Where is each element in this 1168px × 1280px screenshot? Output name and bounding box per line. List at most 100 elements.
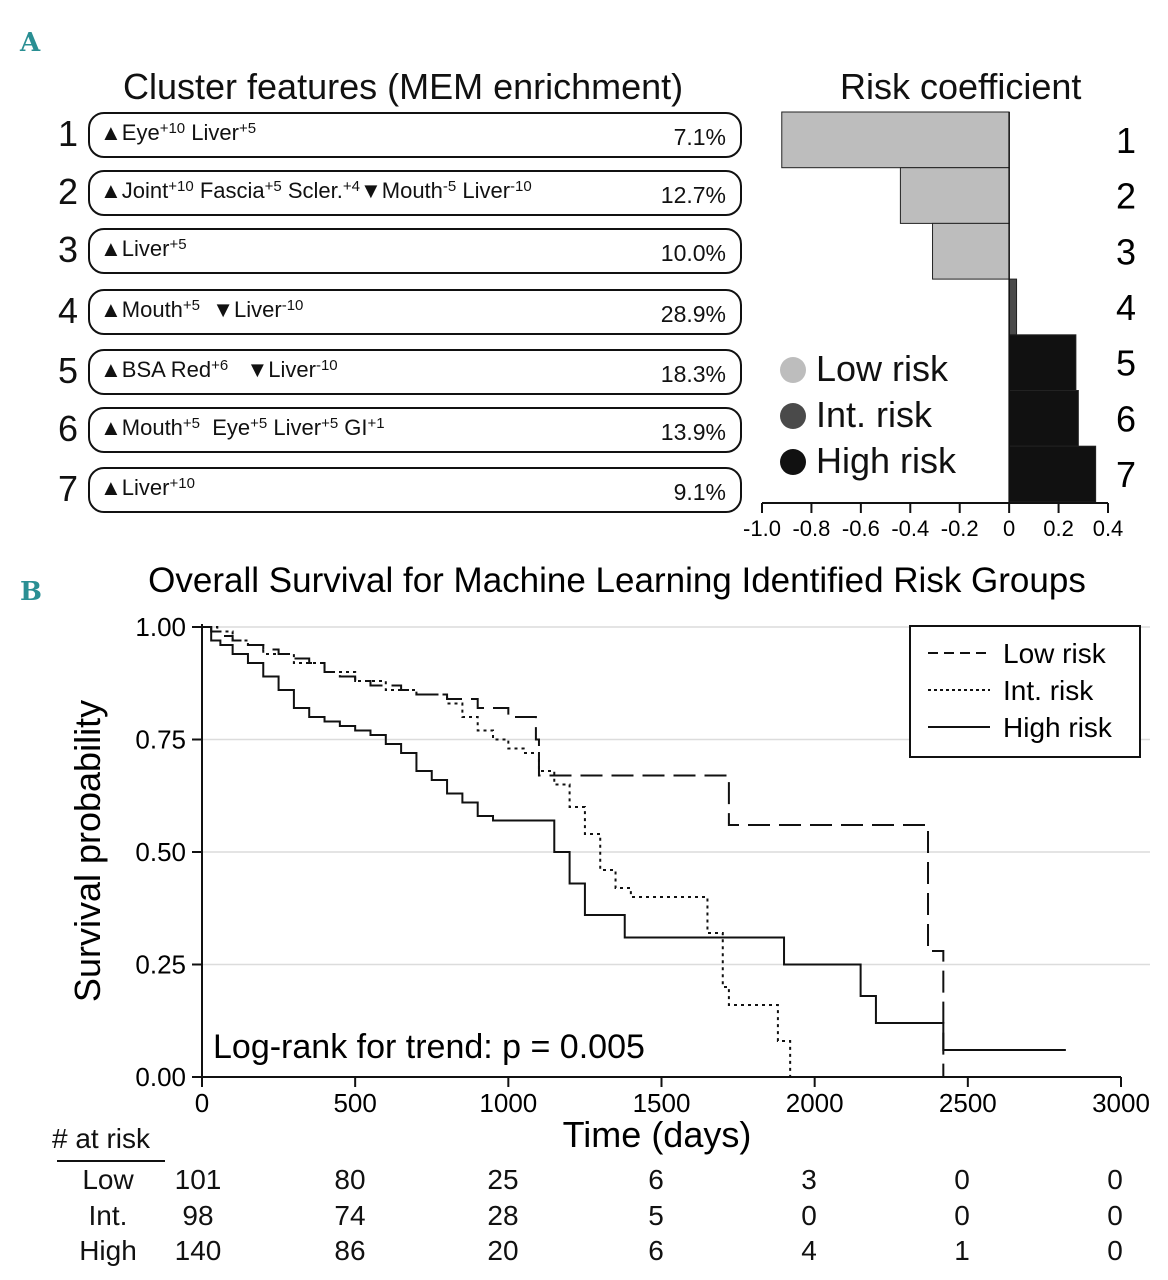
risk-category-label: 1 [1116, 120, 1136, 161]
feature-label: Liver [456, 178, 511, 203]
risk-table-cell: 3 [801, 1164, 817, 1195]
cluster-percentage: 9.1% [673, 479, 726, 505]
y-tick-label: 0.00 [135, 1062, 186, 1092]
risk-table-cell: 140 [174, 1235, 222, 1266]
legend-label: Low risk [816, 348, 949, 389]
risk-table-cell: 0 [954, 1200, 970, 1231]
survival-chart: Overall Survival for Machine Learning Id… [67, 561, 1150, 1155]
risk-bar [1008, 390, 1079, 447]
risk-coefficient-bar-chart: -1.0 -0.8 -0.6 -0.4 -0.2 0 0.2 0.4 1 2 3 4 5 6 7 [743, 111, 1136, 541]
risk-table-cell: 6 [648, 1235, 664, 1266]
legend-item: Low risk [780, 348, 948, 390]
cluster-feature-box: ▲Liver+5 10.0% [88, 228, 742, 274]
risk-table-cell: 101 [174, 1164, 222, 1195]
feature-enrichment-score: -5 [442, 178, 457, 195]
feature-enrichment-score: +5 [250, 415, 268, 432]
risk-x-tick-label: -0.4 [891, 516, 929, 541]
cluster-feature-box: ▲Mouth+5 Eye+5 Liver+5 GI+1 13.9% [88, 407, 742, 453]
risk-category-label: 3 [1116, 231, 1136, 272]
feature-enrichment-score: -10 [281, 297, 304, 314]
survival-curve-low-risk [202, 626, 945, 1077]
feature-label: ▲Liver [100, 236, 170, 261]
feature-enrichment-score: -10 [510, 178, 532, 195]
risk-table-cell: 4 [801, 1235, 817, 1266]
feature-label: Fascia [193, 178, 265, 203]
risk-category-label: 4 [1116, 287, 1136, 328]
risk-table-cell: 0 [801, 1200, 817, 1231]
y-tick-label: 0.75 [135, 725, 186, 755]
risk-category-label: 6 [1116, 398, 1136, 439]
feature-enrichment-score: +5 [182, 415, 201, 432]
cluster-feature-text: ▲Mouth+5 ▼Liver-10 [100, 297, 303, 323]
cluster-percentage: 28.9% [660, 301, 726, 327]
legend-item: High risk [780, 440, 956, 482]
legend-dot-icon [780, 449, 806, 475]
feature-label: ▲BSA Red [100, 357, 212, 382]
feature-enrichment-score: +10 [168, 178, 194, 195]
panel-b-letter: B [20, 577, 42, 607]
risk-category-label: 5 [1116, 343, 1136, 384]
feature-enrichment-score: +6 [211, 357, 229, 374]
survival-curve-high-risk [202, 626, 1066, 1051]
legend-item: Int. risk [780, 394, 932, 436]
survival-legend-label: Low risk [1003, 638, 1107, 669]
cluster-feature-text: ▲Mouth+5 Eye+5 Liver+5 GI+1 [100, 415, 385, 441]
survival-curve-int-risk [202, 626, 792, 1077]
feature-label: ▲Mouth [100, 415, 183, 440]
feature-label: ▼Liver [228, 357, 316, 382]
risk-x-tick-label: 0.4 [1093, 516, 1124, 541]
cluster-number: 3 [57, 229, 79, 270]
cluster-feature-text: ▲Joint+10 Fascia+5 Scler.+4▼Mouth-5 Live… [100, 178, 532, 204]
x-axis-label: Time (days) [563, 1114, 752, 1155]
feature-label: ▲Liver [100, 475, 170, 500]
feature-label: Liver [267, 415, 322, 440]
x-tick-label: 1500 [633, 1088, 691, 1118]
risk-table-cell: 1 [954, 1235, 970, 1266]
feature-enrichment-score: -10 [315, 357, 338, 374]
cluster-feature-text: ▲Eye+10 Liver+5 [100, 120, 256, 146]
feature-label: ▲Joint [100, 178, 169, 203]
feature-enrichment-score: +1 [367, 415, 385, 432]
cluster-feature-box: ▲BSA Red+6 ▼Liver-10 18.3% [88, 349, 742, 395]
cluster-number: 6 [57, 408, 79, 449]
risk-table-cell: 74 [334, 1200, 366, 1231]
risk-table-row-label: Int. [88, 1200, 128, 1231]
legend-label: Int. risk [816, 394, 933, 435]
cluster-number: 5 [57, 350, 79, 391]
risk-bar [932, 222, 1010, 280]
legend-dot-icon [780, 357, 806, 383]
feature-label: GI [338, 415, 368, 440]
risk-table-cell: 6 [648, 1164, 664, 1195]
cluster-number: 4 [57, 290, 79, 331]
cluster-percentage: 7.1% [673, 124, 726, 150]
survival-chart-title: Overall Survival for Machine Learning Id… [148, 561, 1086, 600]
cluster-feature-box: ▲Eye+10 Liver+5 7.1% [88, 112, 742, 158]
feature-enrichment-score: +5 [321, 415, 339, 432]
x-tick-label: 1000 [479, 1088, 537, 1118]
feature-label: Liver [185, 120, 239, 145]
cluster-feature-box: ▲Joint+10 Fascia+5 Scler.+4▼Mouth-5 Live… [88, 170, 742, 216]
feature-label: Eye [200, 415, 251, 440]
feature-label: ▼Liver [200, 297, 282, 322]
risk-table-cell: 0 [1107, 1200, 1123, 1231]
risk-x-tick-label: -0.6 [842, 516, 880, 541]
risk-x-tick-label: 0 [1003, 516, 1015, 541]
panel-a-letter: A [20, 28, 41, 58]
feature-enrichment-score: +10 [169, 475, 195, 492]
risk-table-cell: 28 [487, 1200, 519, 1231]
risk-table-cell: 5 [648, 1200, 664, 1231]
x-tick-label: 0 [195, 1088, 209, 1118]
feature-label: ▲Mouth [100, 297, 183, 322]
feature-label: ▲Eye [100, 120, 160, 145]
feature-enrichment-score: +5 [182, 297, 201, 314]
risk-table-header-rule [57, 1160, 165, 1162]
risk-x-tick-label: 0.2 [1043, 516, 1074, 541]
risk-table-cell: 0 [1107, 1235, 1123, 1266]
risk-x-tick-label: -1.0 [743, 516, 781, 541]
risk-table-cell: 86 [334, 1235, 366, 1266]
survival-legend-label: Int. risk [1003, 675, 1094, 706]
y-axis-label: Survival probability [67, 700, 108, 1002]
x-tick-label: 2500 [939, 1088, 997, 1118]
cluster-feature-text: ▲BSA Red+6 ▼Liver-10 [100, 357, 338, 383]
cluster-features-heading: Cluster features (MEM enrichment) [123, 66, 684, 107]
